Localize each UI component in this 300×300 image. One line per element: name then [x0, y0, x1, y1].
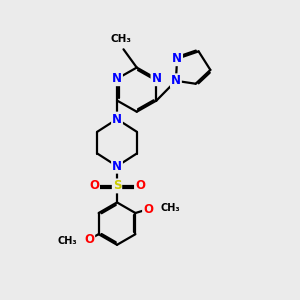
Text: N: N — [171, 74, 181, 87]
Text: O: O — [89, 179, 99, 192]
Text: CH₃: CH₃ — [110, 34, 131, 44]
Text: N: N — [112, 72, 122, 85]
Text: N: N — [112, 160, 122, 173]
Text: S: S — [113, 179, 121, 192]
Text: O: O — [135, 179, 145, 192]
Text: N: N — [112, 112, 122, 126]
Text: CH₃: CH₃ — [57, 236, 77, 246]
Text: N: N — [172, 52, 182, 65]
Text: N: N — [152, 72, 161, 85]
Text: CH₃: CH₃ — [160, 203, 180, 213]
Text: O: O — [143, 203, 153, 216]
Text: O: O — [84, 233, 94, 246]
